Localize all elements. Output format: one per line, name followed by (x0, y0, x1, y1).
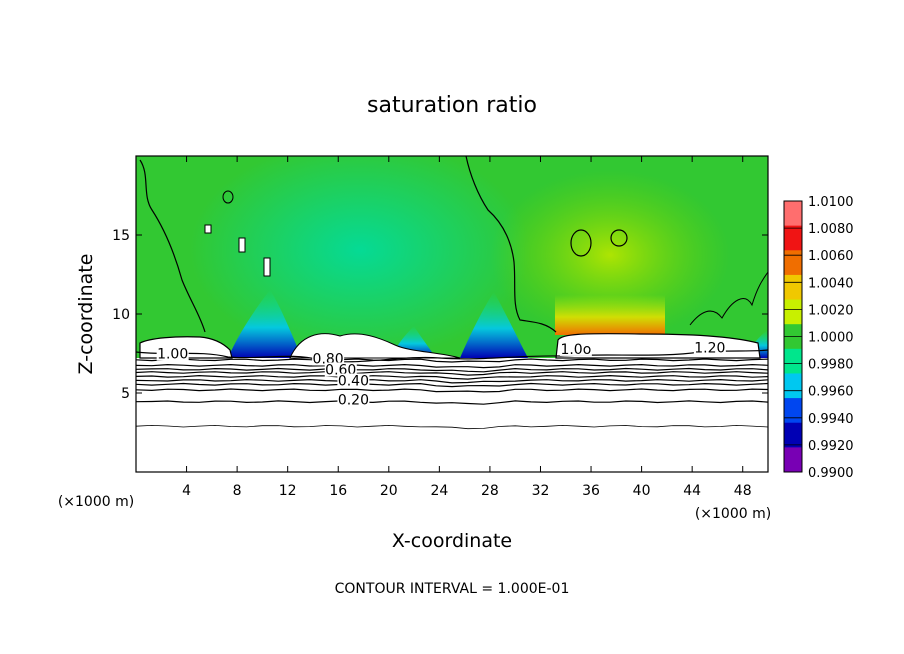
x-tick-label: 44 (683, 483, 701, 499)
contour-label-bg (156, 346, 189, 361)
contour-line (135, 424, 769, 430)
contour-line (135, 382, 769, 388)
contour-line (135, 388, 769, 393)
x-axis-label: X-coordinate (392, 530, 512, 552)
x-tick-label: 12 (279, 483, 297, 499)
contour-right-wiggle (689, 271, 768, 326)
contour-line (135, 363, 769, 369)
colorbar-tick-label: 0.9940 (808, 412, 854, 427)
colorbar-band (784, 348, 802, 374)
contour-line (135, 358, 769, 363)
field-warm-region (490, 170, 730, 340)
contour-loop-6 (204, 224, 212, 234)
contour-line (135, 378, 769, 384)
chart-title: saturation ratio (367, 93, 537, 118)
colorbar-band (784, 299, 802, 325)
colorbar-band (784, 250, 802, 276)
contour-loop-3 (222, 190, 234, 204)
y-axis-label: Z-coordinate (75, 254, 97, 375)
x-tick-label: 32 (532, 483, 550, 499)
x-tick-label: 36 (582, 483, 600, 499)
y-tick-label: 15 (112, 228, 130, 244)
colorbar-band (784, 373, 802, 399)
colorbar-tick-label: 0.9960 (808, 385, 854, 400)
colorbar-tick-label: 0.9920 (808, 439, 854, 454)
contour-label-bg (324, 362, 357, 377)
y-axis-ticks: 5 10 15 (112, 228, 768, 402)
contour-loop-2 (610, 229, 628, 247)
x-unit-right: (×1000 m) (695, 506, 771, 522)
field-warm-band (555, 295, 665, 335)
x-tick-label: 48 (734, 483, 752, 499)
y-tick-label: 10 (112, 307, 130, 323)
contour-label-bg (312, 351, 345, 366)
colorbar-band (784, 225, 802, 251)
field-blue-dip-2 (460, 292, 528, 358)
colorbar-band (784, 398, 802, 424)
contour-line (135, 374, 769, 380)
x-tick-label: 16 (329, 483, 347, 499)
colorbar-tick-label: 1.0100 (808, 195, 854, 210)
x-tick-label: 40 (633, 483, 651, 499)
x-unit-left: (×1000 m) (58, 494, 134, 510)
contour-line (135, 400, 769, 405)
colorbar-tick-label: 1.0040 (808, 276, 854, 291)
field-blue-dip-1 (228, 290, 302, 358)
x-axis-ticks: 4 8 12 16 20 24 28 32 36 40 44 48 (182, 156, 752, 499)
contour-line (135, 367, 769, 373)
contour-label: 1.00 (157, 347, 188, 363)
contour-label: 0.40 (338, 374, 369, 390)
contour-label-bg (337, 373, 370, 388)
below-cloud-contours (135, 358, 769, 430)
colorbar: 1.0100 1.0080 1.0060 1.0040 1.0020 1.0000 0.99… (783, 195, 854, 481)
contour-label-bg (337, 392, 370, 407)
colorbar-band (784, 447, 802, 473)
plot-area (136, 156, 768, 472)
x-tick-label: 24 (430, 483, 448, 499)
colorbar-tick-label: 1.0080 (808, 222, 854, 237)
contour-loop-1 (570, 229, 592, 257)
colorbar-tick-label: 0.9980 (808, 358, 854, 373)
colorbar-tick-label: 1.0060 (808, 249, 854, 264)
cloud-base-contour (136, 349, 768, 363)
contour-interval-note: CONTOUR INTERVAL = 1.000E-01 (335, 581, 570, 597)
colorbar-tick-label: 1.0020 (808, 303, 854, 318)
x-tick-label: 28 (481, 483, 499, 499)
colorbar-band (784, 201, 802, 227)
contour-loop-4 (238, 237, 246, 253)
colorbar-band (784, 422, 802, 448)
x-tick-label: 8 (233, 483, 242, 499)
contour-label: 0.20 (338, 392, 369, 408)
contour-line (135, 371, 769, 376)
dry-zone-contour (139, 156, 557, 333)
contour-label: 1.0o (560, 342, 591, 358)
y-tick-label: 5 (121, 386, 130, 402)
x-tick-label: 4 (182, 483, 191, 499)
colorbar-tick-label: 0.9900 (808, 466, 854, 481)
contour-loop-5 (263, 257, 271, 277)
colorbar-band (784, 274, 802, 301)
contour-label-bg (693, 340, 726, 355)
colorbar-tick-label: 1.0000 (808, 331, 854, 346)
contour-label: 1.20 (694, 340, 725, 356)
x-tick-label: 20 (380, 483, 398, 499)
contour-labels: 1.00 0.800.600.400.201.201.0o (156, 340, 726, 408)
contour-label-bg (559, 341, 592, 356)
